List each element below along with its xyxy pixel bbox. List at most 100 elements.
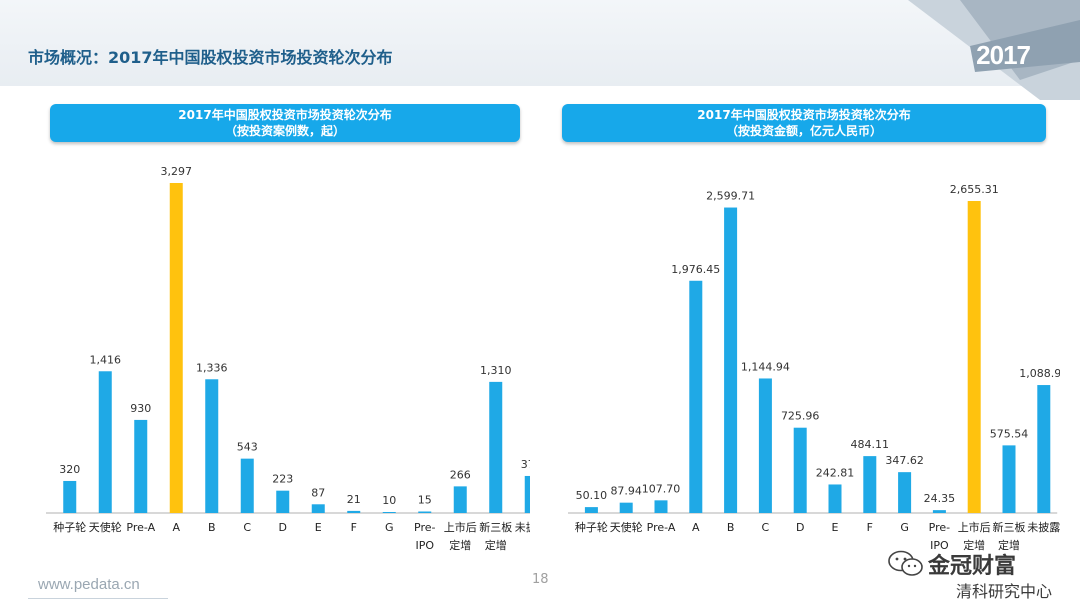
value-label-5: 543 <box>237 441 258 454</box>
value-label-12: 1,310 <box>480 364 512 377</box>
right-chart-subtitle: （按投资金额，亿元人民币） <box>725 124 882 138</box>
bar-5 <box>758 378 772 513</box>
bar-12 <box>1002 445 1016 513</box>
category-label-5: C <box>762 521 770 534</box>
bar-2 <box>134 419 148 513</box>
category-label-11: 上市后 <box>958 520 991 534</box>
category-label-9: G <box>385 521 394 534</box>
category-label-10: Pre- <box>929 521 950 534</box>
value-label-10: 24.35 <box>924 492 956 505</box>
bar-2 <box>654 500 668 513</box>
category-label-4: B <box>727 521 735 534</box>
category-label-11: 上市后 <box>444 520 477 534</box>
category-label-11-line2: 定增 <box>963 538 985 552</box>
value-label-9: 347.62 <box>885 454 924 467</box>
bar-4 <box>724 207 738 513</box>
bar-7 <box>828 484 842 513</box>
bar-6 <box>276 490 290 513</box>
value-label-8: 484.11 <box>851 438 890 451</box>
category-label-6: D <box>279 521 287 534</box>
value-label-8: 21 <box>347 493 361 506</box>
category-label-7: E <box>315 521 322 534</box>
value-label-3: 1,976.45 <box>671 263 720 276</box>
category-label-13: 未披露 <box>1027 520 1060 534</box>
watermark-source: 清科研究中心 <box>956 582 1053 601</box>
category-label-12: 新三板 <box>993 520 1026 534</box>
value-label-7: 242.81 <box>816 466 855 479</box>
value-label-2: 107.70 <box>642 482 681 495</box>
value-label-11: 266 <box>450 468 471 481</box>
category-label-9: G <box>900 521 909 534</box>
category-label-2: Pre-A <box>126 521 155 534</box>
category-label-10-line2: IPO <box>415 539 434 552</box>
category-label-4: B <box>208 521 216 534</box>
value-label-13: 1,088.95 <box>1019 367 1060 380</box>
bar-3 <box>169 183 183 513</box>
bar-10 <box>418 511 432 513</box>
left-chart-title: 2017年中国股权投资市场投资轮次分布 <box>178 108 392 122</box>
right-chart-header: 2017年中国股权投资市场投资轮次分布 （按投资金额，亿元人民币） <box>562 104 1046 142</box>
bar-10 <box>932 510 946 513</box>
value-label-4: 1,336 <box>196 361 228 374</box>
value-label-3: 3,297 <box>161 165 193 178</box>
category-label-6: D <box>796 521 804 534</box>
bar-0 <box>63 480 77 513</box>
value-label-12: 575.54 <box>990 427 1029 440</box>
value-label-9: 10 <box>382 494 396 507</box>
footer-rule <box>28 598 168 599</box>
value-label-11: 2,655.31 <box>950 183 999 196</box>
value-label-2: 930 <box>130 402 151 415</box>
category-label-7: E <box>832 521 839 534</box>
bar-8 <box>863 456 877 513</box>
value-label-6: 725.96 <box>781 410 820 423</box>
bar-5 <box>240 458 254 513</box>
category-label-2: Pre-A <box>647 521 676 534</box>
value-label-13: 370 <box>521 458 530 471</box>
year-badge: 2017 <box>976 40 1031 70</box>
category-label-8: F <box>351 521 357 534</box>
category-label-12: 新三板 <box>479 520 512 534</box>
page-title: 市场概况：2017年中国股权投资市场投资轮次分布 <box>28 48 393 67</box>
bar-3 <box>689 280 703 513</box>
value-label-1: 87.94 <box>610 485 642 498</box>
bar-7 <box>311 504 325 513</box>
category-label-1: 天使轮 <box>610 520 643 534</box>
bar-12 <box>489 381 503 513</box>
value-label-6: 223 <box>272 473 293 486</box>
bar-9 <box>898 472 912 513</box>
bar-13 <box>1037 385 1051 513</box>
left-chart-header: 2017年中国股权投资市场投资轮次分布 （按投资案例数，起） <box>50 104 520 142</box>
header-band <box>0 0 1080 86</box>
corner-decoration <box>908 0 1080 100</box>
value-label-10: 15 <box>418 493 432 506</box>
bar-4 <box>205 379 219 513</box>
category-label-5: C <box>243 521 251 534</box>
category-label-3: A <box>172 521 180 534</box>
bar-13 <box>524 475 530 513</box>
category-label-1: 天使轮 <box>89 520 122 534</box>
bar-11 <box>453 486 467 513</box>
left-bar-chart: 320 种子轮 1,416 天使轮 930 Pre-A 3,297 A 1,336 B 543 C 22… <box>46 165 530 552</box>
category-label-3: A <box>692 521 700 534</box>
bar-8 <box>347 510 361 513</box>
category-label-10-line2: IPO <box>930 539 949 552</box>
right-chart-title: 2017年中国股权投资市场投资轮次分布 <box>697 108 911 122</box>
left-chart-subtitle: （按投资案例数，起） <box>224 124 345 138</box>
value-label-0: 320 <box>59 463 80 476</box>
right-bar-chart: 50.10 种子轮 87.94 天使轮 107.70 Pre-A 1,976.45 A 2,59… <box>568 183 1060 552</box>
category-label-0: 种子轮 <box>53 520 86 534</box>
bar-11 <box>967 201 981 513</box>
category-label-12-line2: 定增 <box>485 538 507 552</box>
footer-url[interactable]: www.pedata.cn <box>38 576 140 593</box>
category-label-0: 种子轮 <box>575 520 608 534</box>
value-label-1: 1,416 <box>90 353 122 366</box>
bar-6 <box>793 427 807 513</box>
value-label-7: 87 <box>311 486 325 499</box>
category-label-11-line2: 定增 <box>449 538 471 552</box>
category-label-8: F <box>867 521 873 534</box>
category-label-13: 未披露 <box>515 520 530 534</box>
bar-1 <box>98 371 112 513</box>
category-label-12-line2: 定增 <box>998 538 1020 552</box>
category-label-10: Pre- <box>414 521 435 534</box>
value-label-4: 2,599.71 <box>706 190 755 203</box>
